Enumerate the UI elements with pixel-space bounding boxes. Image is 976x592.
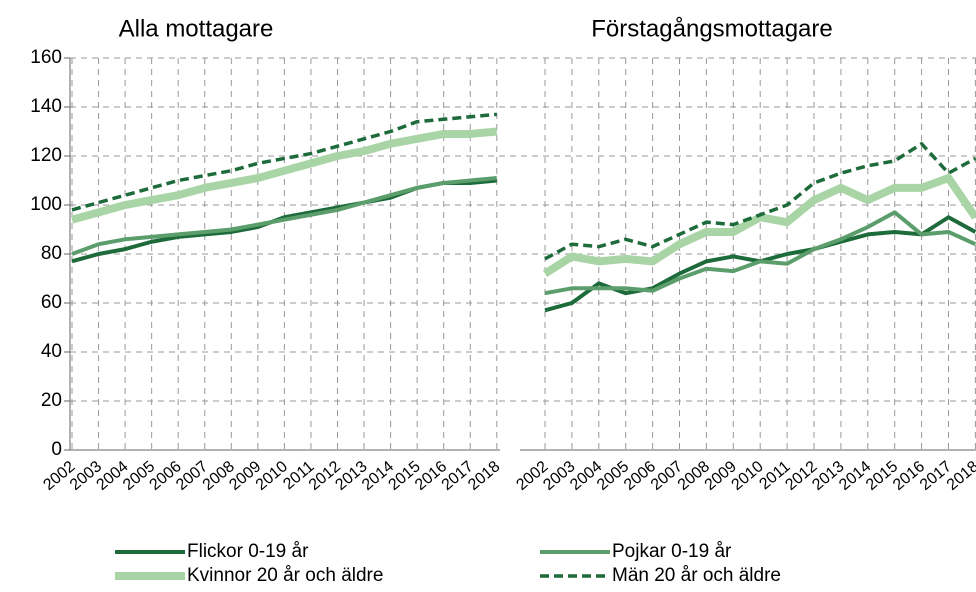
y-tick-label: 80: [41, 243, 62, 264]
y-tick-label: 160: [30, 47, 62, 68]
x-tick-label: 2018: [465, 458, 503, 494]
plot: [64, 57, 976, 451]
panel-title: Alla mottagare: [119, 15, 274, 42]
series-line: [544, 210, 976, 296]
legend: Flickor 0-19 år Pojkar 0-19 år Kvinnor 2…: [115, 541, 781, 586]
y-tick-label: 120: [30, 145, 62, 166]
y-tick-label: 140: [30, 96, 62, 117]
y-tick-label: 100: [30, 194, 62, 215]
series-line: [544, 142, 976, 261]
y-tick-label: 20: [41, 390, 62, 411]
legend-label: Kvinnor 20 år och äldre: [187, 565, 383, 586]
legend-label: Pojkar 0-19 år: [612, 541, 732, 562]
series-line: [71, 176, 497, 256]
legend-label: Män 20 år och äldre: [612, 565, 781, 586]
y-tick-label: 40: [41, 341, 62, 362]
y-tick-label: 0: [51, 439, 62, 460]
series-line: [542, 174, 976, 277]
panel-title: Förstagångsmottagare: [591, 15, 832, 42]
series-line: [71, 112, 497, 212]
series-line: [70, 127, 498, 224]
y-tick-label: 60: [41, 292, 62, 313]
legend-label: Flickor 0-19 år: [187, 541, 309, 562]
